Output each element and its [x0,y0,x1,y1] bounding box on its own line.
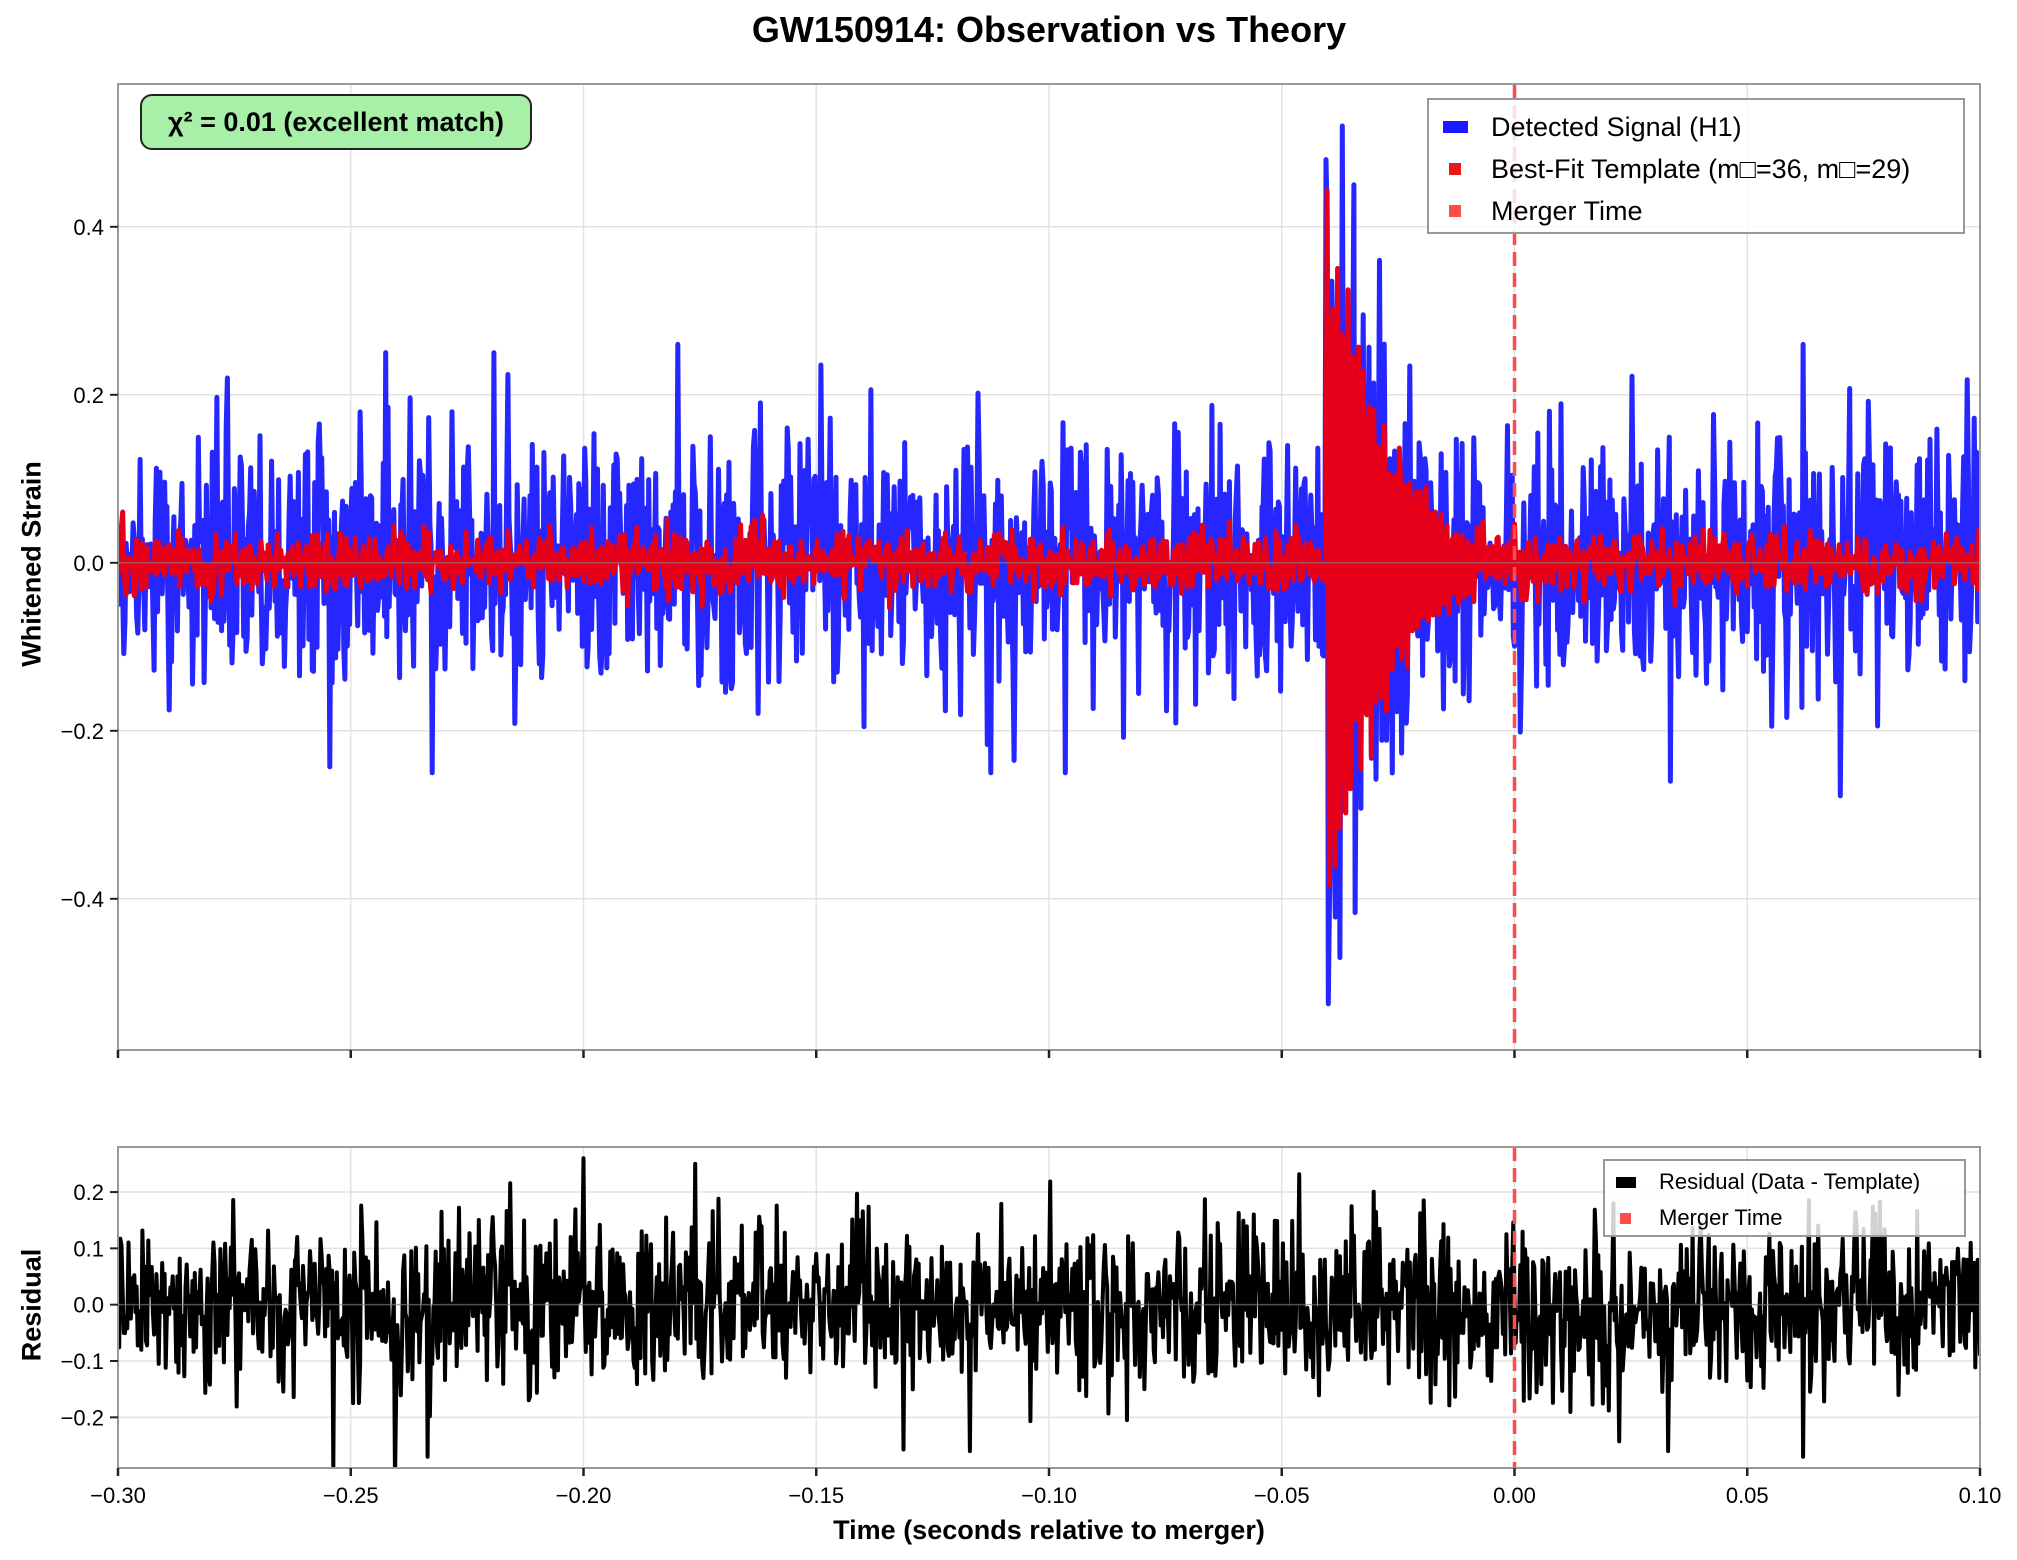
x-axis-label: Time (seconds relative to merger) [833,1515,1265,1545]
y-tick-label: −0.4 [61,887,104,912]
x-tick-label: 0.00 [1493,1483,1536,1508]
template-line [118,188,1980,888]
y-tick-label: 0.4 [73,215,104,240]
x-tick-label: −0.20 [556,1483,612,1508]
legend-swatch-blue [1443,121,1468,133]
x-tick-label: −0.15 [788,1483,844,1508]
legend-swatch-red [1449,163,1461,175]
residual-legend: Residual (Data - Template) Merger Time [1603,1159,1966,1237]
legend-swatch-light-red [1620,1213,1631,1224]
residual-plot-area [118,1156,1980,1468]
chart-title: GW150914: Observation vs Theory [751,9,1347,50]
y-tick-label: 0.2 [73,1180,104,1205]
legend-label: Merger Time [1491,196,1643,226]
x-tick-label: −0.25 [323,1483,379,1508]
y-tick-label: −0.1 [61,1349,104,1374]
x-tick-label: −0.10 [1021,1483,1077,1508]
legend-swatch-light-red [1449,205,1461,217]
y-tick-label: 0.0 [73,551,104,576]
y-tick-label: 0.0 [73,1293,104,1318]
y-tick-label: 0.1 [73,1236,104,1261]
y-tick-label: 0.2 [73,383,104,408]
residual-axes: −0.2 −0.1 0.0 0.1 0.2 −0.30 −0.25 −0.20 −0.15 −0.… [61,1146,2002,1508]
x-tick-label: −0.05 [1254,1483,1310,1508]
legend-label: Merger Time [1659,1205,1783,1230]
main-legend: Detected Signal (H1) Best-Fit Template (… [1427,98,1965,234]
x-tick-label: 0.05 [1726,1483,1769,1508]
main-y-axis-label: Whitened Strain [16,461,47,667]
residual-line [118,1156,1980,1468]
legend-label: Best-Fit Template (m□=36, m□=29) [1491,154,1911,184]
chi-squared-annotation: χ² = 0.01 (excellent match) [140,94,532,150]
legend-swatch-black [1616,1177,1636,1188]
residual-y-axis-label: Residual [16,1248,47,1362]
legend-label: Residual (Data - Template) [1659,1169,1921,1194]
x-tick-label: 0.10 [1959,1483,2002,1508]
y-tick-label: −0.2 [61,1405,104,1430]
y-tick-label: −0.2 [61,719,104,744]
x-tick-label: −0.30 [90,1483,146,1508]
legend-label: Detected Signal (H1) [1491,112,1742,142]
main-axes: −0.4 −0.2 0.0 0.2 0.4 [61,83,1982,1058]
main-plot-area [118,123,1980,1007]
